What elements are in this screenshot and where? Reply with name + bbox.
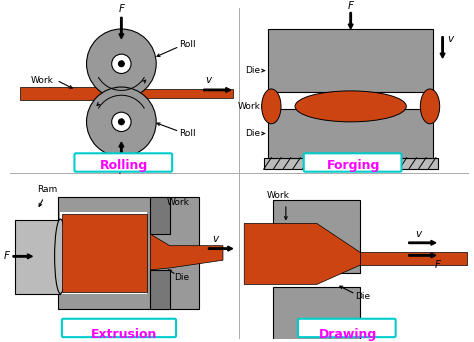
Bar: [268, 109, 433, 158]
Bar: [264, 158, 438, 169]
Circle shape: [118, 119, 124, 125]
Circle shape: [118, 61, 124, 67]
FancyBboxPatch shape: [298, 319, 396, 337]
Text: Forging: Forging: [327, 159, 380, 172]
Circle shape: [112, 54, 131, 74]
Text: Die: Die: [246, 66, 261, 75]
Circle shape: [87, 87, 156, 157]
Polygon shape: [20, 87, 233, 100]
Text: +: +: [118, 59, 125, 69]
Ellipse shape: [262, 89, 281, 124]
Bar: [273, 287, 360, 341]
FancyArrow shape: [209, 246, 233, 251]
Polygon shape: [244, 223, 360, 285]
FancyBboxPatch shape: [62, 319, 176, 337]
FancyArrow shape: [204, 88, 231, 92]
Text: F: F: [435, 260, 441, 270]
Text: v: v: [205, 75, 211, 85]
Text: Work: Work: [31, 76, 54, 85]
Text: Work: Work: [266, 191, 289, 200]
Ellipse shape: [295, 91, 406, 122]
Polygon shape: [15, 220, 60, 294]
Text: Ram: Ram: [37, 185, 57, 194]
Text: F: F: [118, 4, 124, 14]
FancyArrow shape: [119, 17, 124, 39]
Bar: [60, 212, 147, 294]
Circle shape: [87, 29, 156, 98]
Text: Extrusion: Extrusion: [91, 328, 157, 341]
Bar: [273, 200, 360, 273]
Text: Work: Work: [167, 198, 190, 207]
FancyArrow shape: [440, 37, 445, 58]
Circle shape: [112, 112, 131, 132]
FancyBboxPatch shape: [304, 153, 401, 172]
Text: v: v: [212, 234, 219, 244]
Text: Work: Work: [238, 102, 261, 111]
Bar: [63, 214, 147, 292]
Bar: [150, 270, 170, 308]
Ellipse shape: [420, 89, 440, 124]
FancyBboxPatch shape: [74, 153, 172, 172]
Text: v: v: [415, 229, 421, 239]
Text: Die: Die: [356, 292, 371, 302]
Text: F: F: [118, 166, 124, 176]
Text: v: v: [447, 34, 454, 44]
Polygon shape: [150, 234, 223, 270]
FancyArrow shape: [409, 240, 436, 245]
Text: Roll: Roll: [180, 40, 196, 49]
Text: F: F: [347, 1, 354, 11]
Bar: [150, 197, 170, 234]
Text: F: F: [4, 251, 10, 261]
Bar: [58, 197, 199, 308]
Text: Die: Die: [174, 273, 190, 282]
Text: Drawing: Drawing: [319, 328, 377, 341]
Bar: [268, 29, 433, 92]
Text: Roll: Roll: [180, 129, 196, 138]
Ellipse shape: [55, 219, 66, 293]
Text: +: +: [118, 117, 125, 127]
FancyArrow shape: [409, 253, 436, 258]
FancyArrow shape: [119, 142, 124, 163]
Text: Die: Die: [246, 129, 261, 138]
FancyArrow shape: [348, 13, 353, 29]
Text: Rolling: Rolling: [100, 159, 148, 172]
FancyArrow shape: [13, 254, 32, 259]
Bar: [360, 252, 467, 265]
